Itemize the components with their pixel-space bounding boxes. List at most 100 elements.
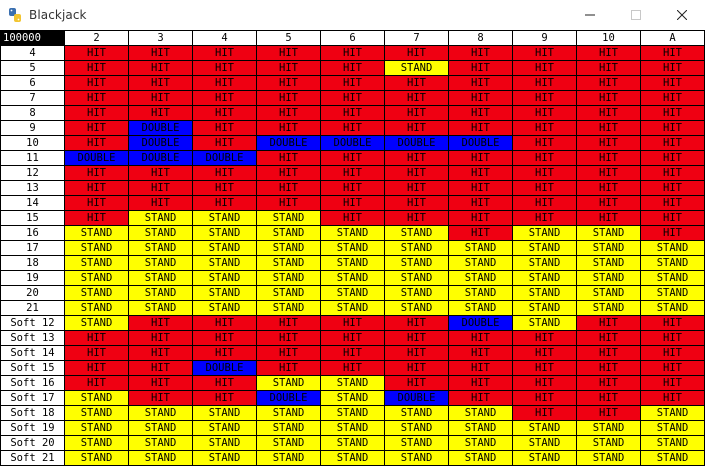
action-cell: HIT bbox=[64, 330, 129, 346]
action-cell: DOUBLE bbox=[320, 135, 385, 151]
player-hand-label: 5 bbox=[0, 60, 65, 76]
action-cell: HIT bbox=[64, 165, 129, 181]
action-cell: HIT bbox=[64, 210, 129, 226]
action-cell: HIT bbox=[320, 180, 385, 196]
action-cell: HIT bbox=[640, 330, 705, 346]
action-cell: HIT bbox=[192, 330, 257, 346]
action-cell: STAND bbox=[512, 450, 577, 466]
action-cell: HIT bbox=[576, 90, 641, 106]
action-cell: STAND bbox=[192, 255, 257, 271]
action-cell: HIT bbox=[448, 225, 513, 241]
action-cell: DOUBLE bbox=[256, 390, 321, 406]
action-cell: STAND bbox=[384, 450, 449, 466]
action-cell: HIT bbox=[320, 345, 385, 361]
action-cell: STAND bbox=[64, 435, 129, 451]
action-cell: HIT bbox=[256, 195, 321, 211]
action-cell: STAND bbox=[640, 270, 705, 286]
player-hand-label: 12 bbox=[0, 165, 65, 181]
action-cell: STAND bbox=[512, 225, 577, 241]
action-cell: HIT bbox=[448, 165, 513, 181]
table-row: 17 STAND STAND STAND STAND STAND STAND STAND STA… bbox=[0, 240, 705, 256]
action-cell: STAND bbox=[512, 270, 577, 286]
action-cell: HIT bbox=[384, 210, 449, 226]
action-cell: HIT bbox=[64, 105, 129, 121]
action-cell: HIT bbox=[512, 45, 577, 61]
action-cell: STAND bbox=[448, 255, 513, 271]
action-cell: STAND bbox=[64, 450, 129, 466]
action-cell: HIT bbox=[256, 165, 321, 181]
action-cell: HIT bbox=[256, 45, 321, 61]
action-cell: STAND bbox=[384, 255, 449, 271]
action-cell: STAND bbox=[192, 285, 257, 301]
action-cell: STAND bbox=[448, 420, 513, 436]
action-cell: STAND bbox=[384, 405, 449, 421]
close-icon bbox=[677, 10, 687, 20]
table-row: Soft 12 STAND HIT HIT HIT HIT HIT DOUBLE STAND HI… bbox=[0, 315, 705, 331]
action-cell: HIT bbox=[192, 195, 257, 211]
table-row: Soft 17 STAND HIT HIT DOUBLE STAND DOUBLE HIT HI… bbox=[0, 390, 705, 406]
action-cell: STAND bbox=[64, 420, 129, 436]
python-snake-icon bbox=[7, 7, 23, 23]
action-cell: HIT bbox=[640, 105, 705, 121]
action-cell: STAND bbox=[192, 450, 257, 466]
action-cell: HIT bbox=[640, 360, 705, 376]
player-hand-label: 14 bbox=[0, 195, 65, 211]
table-row: Soft 18 STAND STAND STAND STAND STAND STAND STA… bbox=[0, 405, 705, 421]
action-cell: STAND bbox=[640, 405, 705, 421]
close-button[interactable] bbox=[659, 0, 705, 30]
action-cell: HIT bbox=[192, 180, 257, 196]
action-cell: HIT bbox=[384, 75, 449, 91]
action-cell: STAND bbox=[320, 225, 385, 241]
action-cell: STAND bbox=[512, 300, 577, 316]
action-cell: HIT bbox=[448, 195, 513, 211]
action-cell: HIT bbox=[448, 360, 513, 376]
action-cell: HIT bbox=[384, 180, 449, 196]
table-row: 21 STAND STAND STAND STAND STAND STAND STAND STA… bbox=[0, 300, 705, 316]
action-cell: STAND bbox=[320, 270, 385, 286]
player-hand-label: 7 bbox=[0, 90, 65, 106]
action-cell: HIT bbox=[128, 75, 193, 91]
action-cell: STAND bbox=[448, 240, 513, 256]
table-row: Soft 21 STAND STAND STAND STAND STAND STAND STA… bbox=[0, 450, 705, 466]
action-cell: STAND bbox=[256, 420, 321, 436]
minimize-button[interactable] bbox=[567, 0, 613, 30]
action-cell: STAND bbox=[576, 435, 641, 451]
action-cell: HIT bbox=[192, 165, 257, 181]
action-cell: HIT bbox=[384, 330, 449, 346]
action-cell: DOUBLE bbox=[128, 150, 193, 166]
action-cell: HIT bbox=[576, 345, 641, 361]
player-hand-label: 21 bbox=[0, 300, 65, 316]
action-cell: HIT bbox=[576, 210, 641, 226]
table-row: 20 STAND STAND STAND STAND STAND STAND STAND STA… bbox=[0, 285, 705, 301]
action-cell: HIT bbox=[512, 60, 577, 76]
maximize-button[interactable] bbox=[613, 0, 659, 30]
action-cell: STAND bbox=[512, 240, 577, 256]
action-cell: STAND bbox=[256, 255, 321, 271]
action-cell: HIT bbox=[576, 330, 641, 346]
action-cell: STAND bbox=[320, 390, 385, 406]
action-cell: STAND bbox=[320, 240, 385, 256]
action-cell: HIT bbox=[128, 90, 193, 106]
action-cell: HIT bbox=[576, 360, 641, 376]
action-cell: HIT bbox=[512, 120, 577, 136]
action-cell: HIT bbox=[640, 45, 705, 61]
action-cell: HIT bbox=[512, 390, 577, 406]
action-cell: STAND bbox=[448, 270, 513, 286]
action-cell: STAND bbox=[256, 300, 321, 316]
title-bar[interactable]: Blackjack bbox=[0, 0, 705, 30]
player-hand-label: 20 bbox=[0, 285, 65, 301]
action-cell: HIT bbox=[64, 45, 129, 61]
action-cell: STAND bbox=[64, 225, 129, 241]
action-cell: HIT bbox=[192, 105, 257, 121]
action-cell: HIT bbox=[320, 150, 385, 166]
action-cell: DOUBLE bbox=[448, 135, 513, 151]
action-cell: HIT bbox=[512, 90, 577, 106]
action-cell: HIT bbox=[384, 315, 449, 331]
action-cell: STAND bbox=[640, 285, 705, 301]
action-cell: STAND bbox=[128, 225, 193, 241]
action-cell: HIT bbox=[64, 120, 129, 136]
action-cell: STAND bbox=[128, 255, 193, 271]
action-cell: STAND bbox=[128, 450, 193, 466]
action-cell: HIT bbox=[640, 60, 705, 76]
action-cell: HIT bbox=[64, 90, 129, 106]
